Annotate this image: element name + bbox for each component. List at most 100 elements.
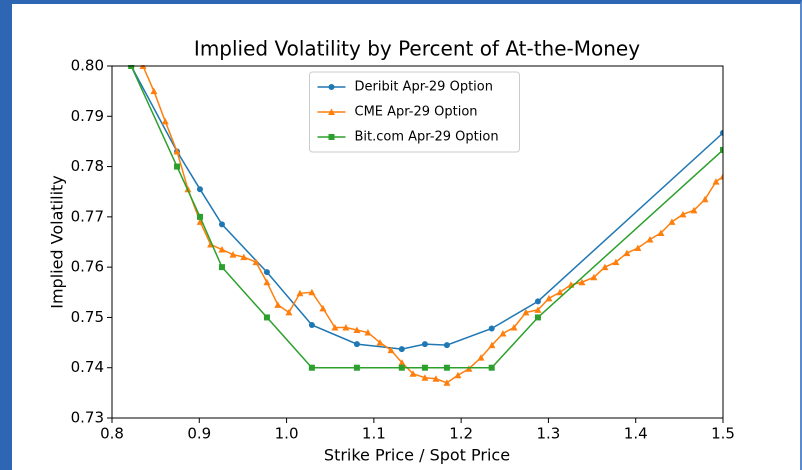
marker [196,213,203,220]
marker [668,218,676,225]
marker [522,308,530,316]
marker [161,117,169,125]
marker [409,370,417,377]
marker [398,359,406,366]
legend-label: Bit.com Apr-29 Option [355,130,499,145]
marker [376,339,384,346]
marker [657,229,665,236]
marker [342,323,350,331]
marker [218,221,225,228]
marker [308,288,316,296]
x-tick-label: 1.0 [275,425,299,443]
chart-title: Implied Volatility by Percent of At-the-… [194,37,640,61]
marker [443,379,451,386]
marker [578,278,586,286]
marker [328,134,335,140]
marker [712,178,720,185]
marker [218,246,226,253]
y-tick-label: 0.74 [71,358,104,376]
marker [488,325,495,332]
marker [421,374,429,381]
y-tick-label: 0.77 [71,207,104,225]
marker [128,65,135,69]
marker [364,329,372,336]
x-tick-label: 1.4 [624,425,648,443]
marker [701,195,709,203]
marker [679,210,687,218]
marker [240,253,248,261]
marker [285,308,293,316]
marker [443,364,450,371]
marker [488,341,496,349]
marker [421,341,428,348]
marker [296,289,304,297]
marker [173,147,181,155]
marker [690,206,698,214]
marker [454,371,462,379]
marker [150,87,158,95]
x-tick-label: 1.3 [536,425,560,443]
marker [308,321,315,328]
marker [634,244,642,252]
x-tick-label: 1.1 [362,425,386,443]
marker [432,375,440,382]
marker [719,173,723,180]
marker [274,301,282,308]
y-tick-label: 0.73 [71,409,104,427]
marker [353,364,360,371]
marker [488,364,495,371]
marker [612,258,620,266]
marker [218,264,225,271]
marker [534,298,541,305]
marker [229,251,237,258]
y-tick-label: 0.75 [71,308,104,326]
marker [196,218,204,225]
marker [263,278,271,286]
marker [477,354,485,361]
marker [174,163,181,170]
marker [720,129,723,136]
marker [421,364,428,371]
x-tick-label: 0.8 [100,425,124,443]
legend-box [309,71,520,153]
marker [398,346,405,353]
marker [465,365,473,372]
marker [443,342,450,349]
marker [319,304,327,312]
y-tick-label: 0.78 [71,157,104,175]
marker [556,288,564,296]
marker [534,306,542,313]
x-tick-label: 0.9 [187,425,211,443]
x-axis-label: Strike Price / Spot Price [324,446,510,465]
marker [387,346,395,354]
marker [331,323,339,331]
marker [263,314,270,321]
marker [646,235,654,243]
plot-frame [111,65,724,419]
marker [308,364,315,371]
marker [601,263,609,271]
marker [353,326,361,333]
marker [328,108,335,115]
y-tick-label: 0.79 [71,107,104,125]
marker [353,341,360,348]
x-tick-label: 1.2 [449,425,473,443]
marker [510,323,518,331]
x-tick-label: 1.5 [711,425,735,443]
marker [252,258,260,266]
y-tick-label: 0.76 [71,258,104,276]
legend-label: Deribit Apr-29 Option [355,80,493,95]
marker [499,330,507,337]
y-tick-label: 0.80 [71,57,104,75]
marker [623,249,631,257]
marker [590,273,598,281]
marker [263,269,270,276]
marker [720,146,723,153]
marker [328,84,335,90]
legend-label: CME Apr-29 Option [355,105,478,120]
marker [196,186,203,193]
marker [545,294,553,302]
marker [398,364,405,371]
y-axis-label: Implied Volatility [48,175,67,309]
